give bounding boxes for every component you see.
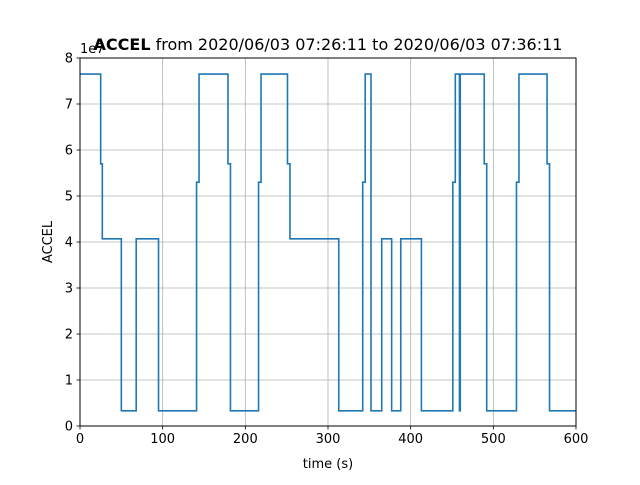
y-tick-label: 5	[65, 190, 73, 205]
y-tick-label: 1	[65, 374, 73, 389]
y-axis-ticks: 0 1 2 3 4 5 6 7 8	[65, 52, 80, 435]
x-tick-label: 600	[564, 432, 589, 447]
y-tick-label: 2	[65, 328, 73, 343]
x-tick-label: 200	[233, 432, 258, 447]
chart-title: ACCEL from 2020/06/03 07:26:11 to 2020/0…	[94, 35, 563, 54]
x-tick-label: 100	[150, 432, 175, 447]
grid-lines	[79, 57, 577, 427]
y-tick-label: 3	[65, 282, 73, 297]
x-axis-label: time (s)	[303, 457, 353, 472]
chart-title-bold: ACCEL	[94, 35, 151, 54]
x-tick-label: 300	[316, 432, 341, 447]
x-tick-label: 500	[481, 432, 506, 447]
y-tick-label: 8	[65, 52, 73, 67]
x-axis-ticks: 0 100 200 300 400 500 600	[76, 426, 589, 447]
x-tick-label: 400	[398, 432, 423, 447]
series-layer	[80, 73, 576, 412]
y-tick-label: 7	[65, 98, 73, 113]
accel-series-line	[80, 73, 576, 412]
y-tick-label: 6	[65, 144, 73, 159]
y-offset-label: 1e7	[80, 42, 105, 57]
x-tick-label: 0	[76, 432, 84, 447]
y-tick-label: 0	[65, 420, 73, 435]
y-tick-label: 4	[65, 236, 73, 251]
y-axis-label: ACCEL	[41, 220, 56, 263]
chart-title-rest: from 2020/06/03 07:26:11 to 2020/06/03 0…	[151, 35, 563, 54]
